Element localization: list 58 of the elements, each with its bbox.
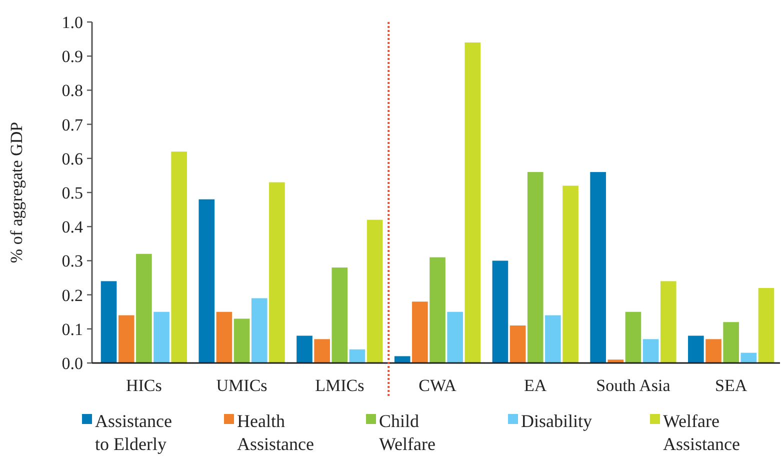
bar: [590, 172, 606, 363]
bar: [198, 199, 215, 363]
legend-label: Health Assistance: [237, 411, 314, 454]
bar: [562, 186, 578, 363]
bar: [100, 281, 117, 363]
bar: [251, 298, 268, 363]
bar: [723, 322, 739, 363]
bar: [430, 257, 446, 363]
bar: [545, 315, 561, 363]
bar: [171, 152, 187, 363]
y-tick-label: 0.3: [62, 252, 83, 271]
x-tick-label: EA: [524, 376, 548, 395]
x-tick-label: LMICs: [315, 376, 364, 395]
y-tick-label: 0.5: [62, 183, 83, 202]
bar: [758, 288, 774, 363]
legend-label: Assistance to Elderly: [95, 411, 172, 454]
bar: [118, 315, 134, 363]
bar: [269, 182, 285, 363]
bar: [366, 220, 383, 363]
bar: [660, 281, 676, 363]
bar: [154, 312, 170, 363]
y-tick-label: 1.0: [62, 12, 83, 32]
bar: [296, 336, 312, 363]
x-tick-label: UMICs: [216, 376, 268, 395]
bar: [136, 254, 152, 363]
bar: [349, 349, 366, 363]
bar: [332, 268, 348, 363]
y-tick-label: 0.2: [62, 286, 83, 305]
bar: [412, 302, 428, 363]
x-tick-label: SEA: [715, 376, 748, 395]
y-tick-label: 0.6: [62, 149, 83, 168]
bar: [527, 172, 544, 363]
y-tick-label: 0.8: [62, 81, 83, 100]
legend-label: Disability: [521, 411, 592, 431]
bar: [464, 42, 481, 363]
bar: [642, 339, 659, 363]
bar: [688, 336, 704, 363]
x-tick-label: CWA: [418, 376, 458, 395]
bar: [216, 312, 232, 363]
bar: [510, 325, 526, 363]
bar: [234, 318, 250, 363]
bar: [625, 312, 642, 363]
bar: [314, 339, 330, 363]
y-tick-label: 0.0: [62, 354, 83, 373]
x-tick-label: HICs: [126, 376, 162, 395]
legend-label: Welfare Assistance: [663, 411, 740, 454]
y-tick-label: 0.7: [62, 115, 84, 134]
bar: [492, 260, 508, 363]
legend-label: Child Welfare: [379, 411, 436, 454]
bar: [394, 356, 410, 363]
bar: [447, 312, 463, 363]
bar: [740, 352, 757, 363]
bar: [706, 339, 722, 363]
y-tick-label: 0.4: [62, 218, 84, 237]
y-axis-title: % of aggregate GDP: [7, 122, 26, 264]
y-tick-label: 0.1: [62, 320, 83, 339]
x-tick-label: South Asia: [596, 376, 671, 395]
y-tick-label: 0.9: [62, 47, 83, 66]
